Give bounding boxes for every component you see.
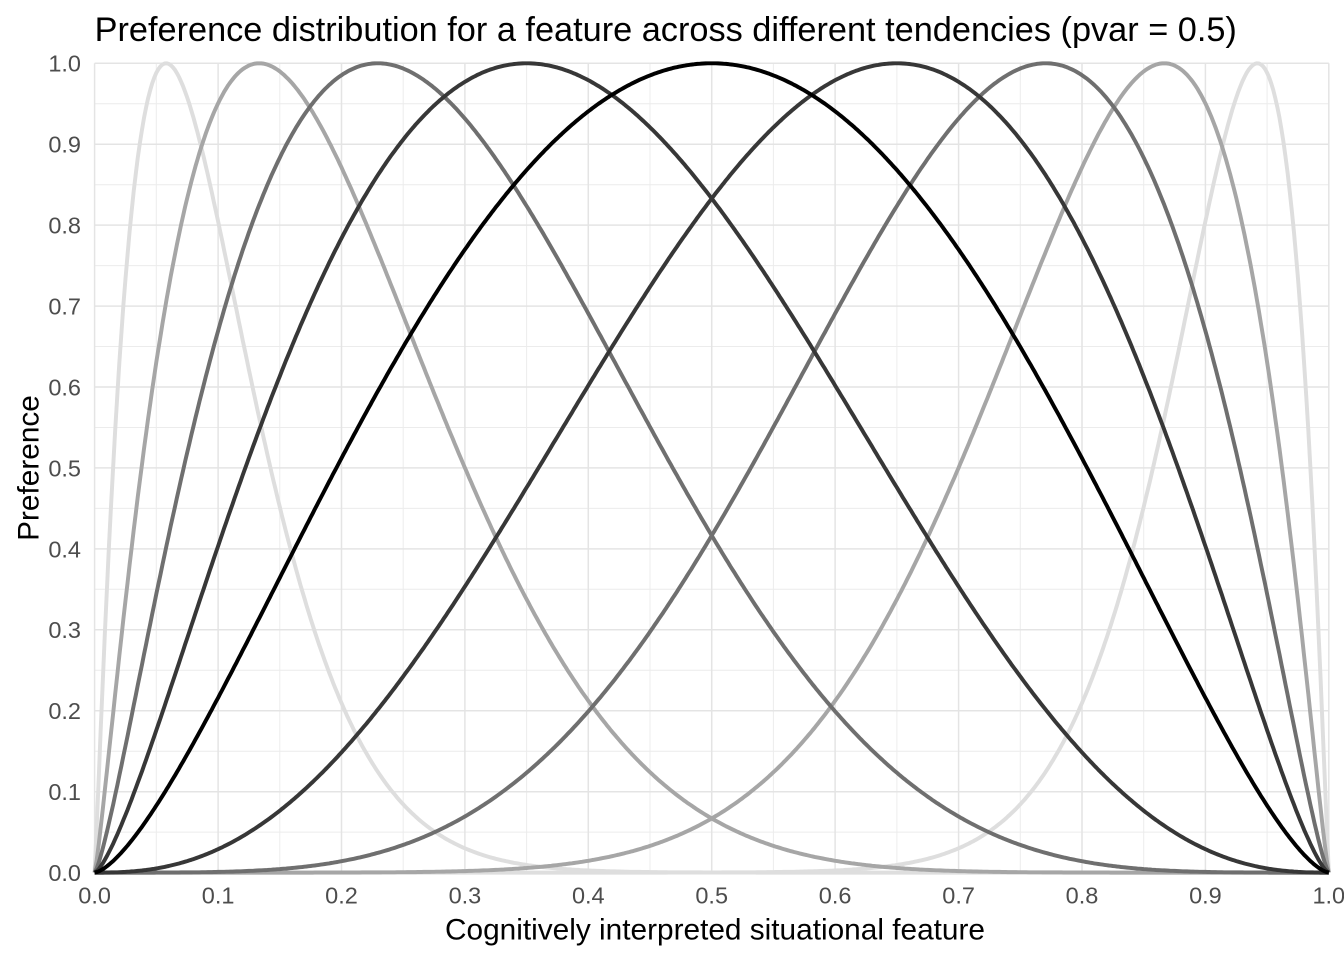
svg-text:0.2: 0.2	[325, 883, 358, 909]
svg-text:0.6: 0.6	[819, 883, 852, 909]
svg-text:Preference: Preference	[12, 395, 45, 541]
svg-text:0.8: 0.8	[48, 213, 81, 239]
svg-text:0.6: 0.6	[48, 374, 81, 400]
svg-text:0.5: 0.5	[695, 883, 728, 909]
svg-text:0.9: 0.9	[1189, 883, 1222, 909]
svg-text:0.0: 0.0	[78, 883, 111, 909]
svg-text:Preference distribution for a: Preference distribution for a feature ac…	[95, 11, 1237, 49]
svg-text:0.2: 0.2	[48, 698, 81, 724]
svg-text:Cognitively interpreted situat: Cognitively interpreted situational feat…	[445, 913, 985, 946]
svg-text:0.3: 0.3	[48, 617, 81, 643]
svg-text:0.3: 0.3	[449, 883, 482, 909]
svg-text:0.4: 0.4	[48, 536, 81, 562]
svg-text:0.4: 0.4	[572, 883, 605, 909]
svg-text:1.0: 1.0	[48, 51, 81, 77]
svg-text:0.8: 0.8	[1066, 883, 1099, 909]
svg-text:0.0: 0.0	[48, 860, 81, 886]
svg-text:0.1: 0.1	[48, 779, 81, 805]
svg-text:0.1: 0.1	[202, 883, 235, 909]
svg-text:1.0: 1.0	[1312, 883, 1344, 909]
svg-text:0.7: 0.7	[48, 294, 81, 320]
svg-text:0.9: 0.9	[48, 132, 81, 158]
svg-text:0.7: 0.7	[942, 883, 975, 909]
svg-text:0.5: 0.5	[48, 455, 81, 481]
